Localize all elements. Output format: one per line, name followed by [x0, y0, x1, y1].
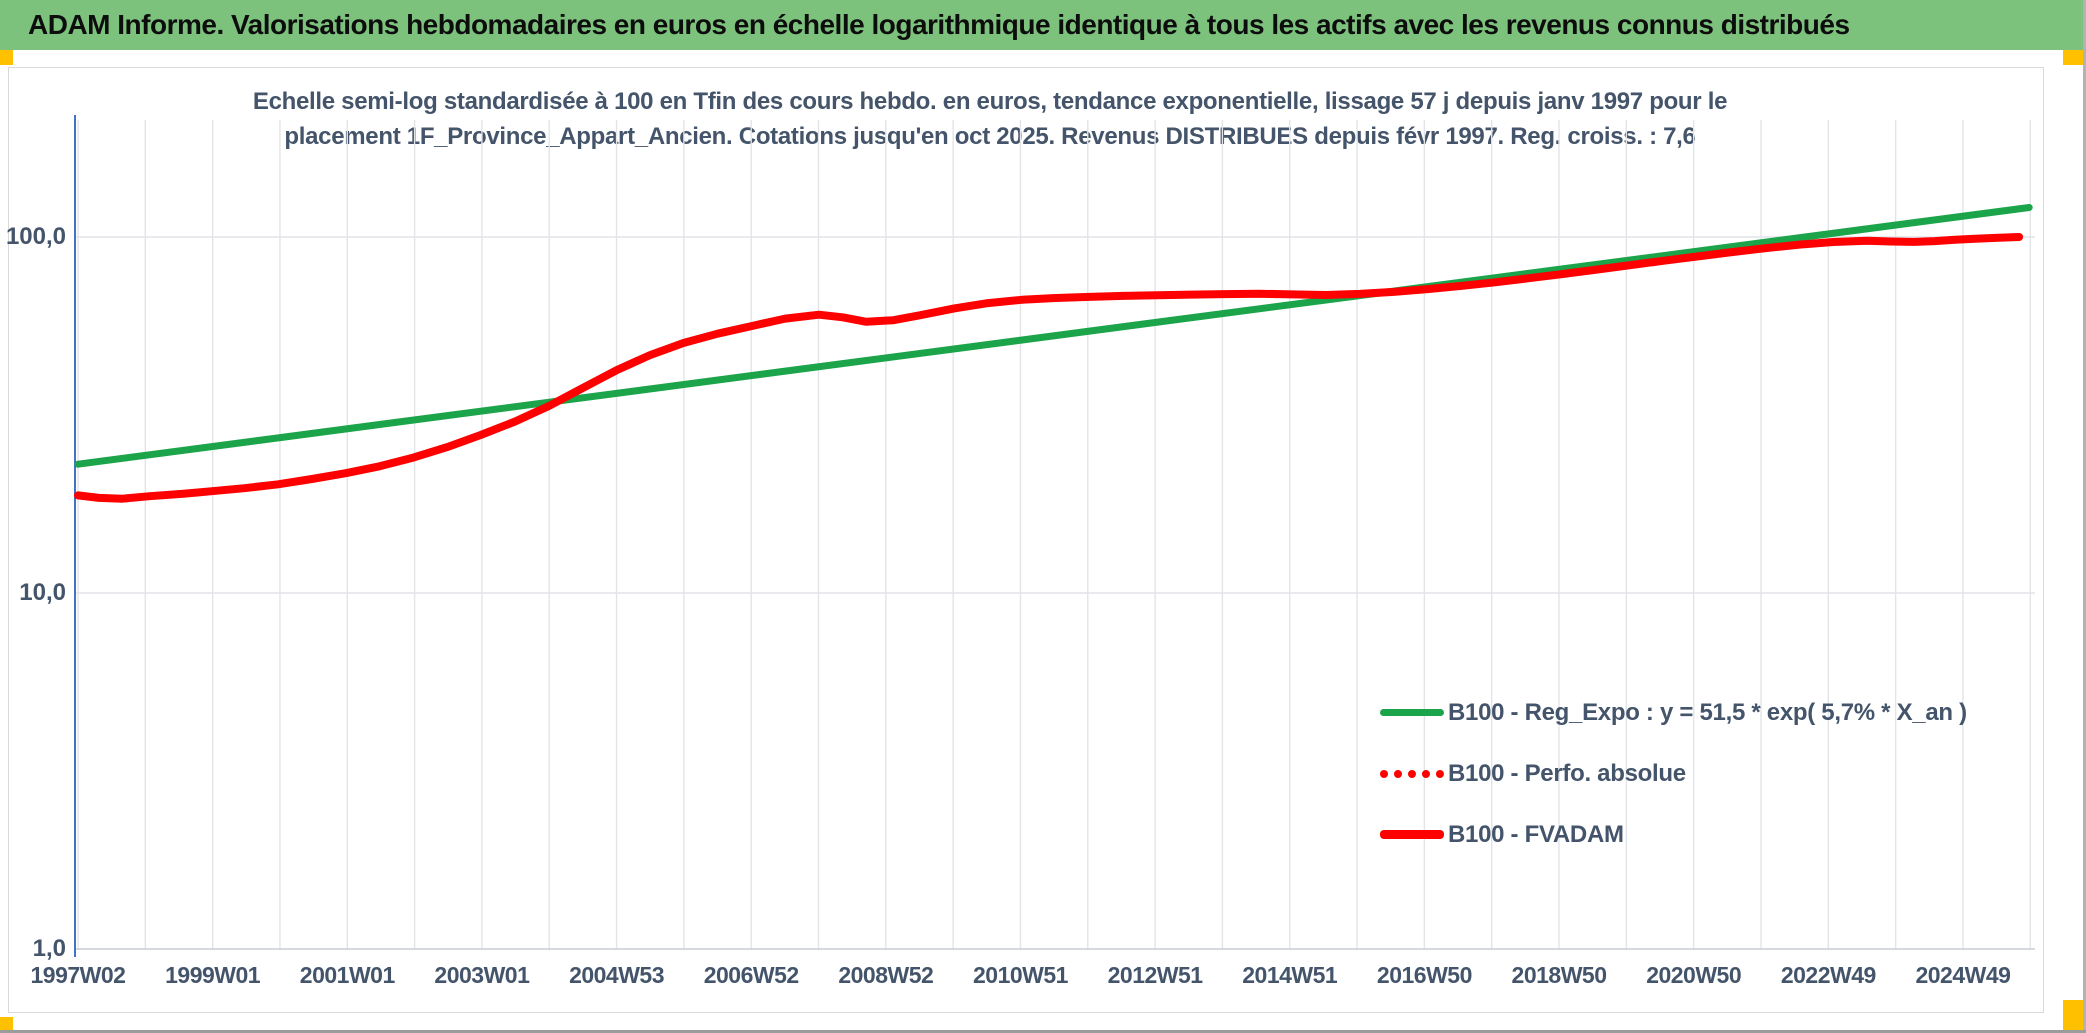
selection-handle-bottom-left[interactable]	[0, 1017, 13, 1031]
chart-title-line1: Echelle semi-log standardisée à 100 en T…	[252, 88, 1728, 115]
x-tick-label: 2016W50	[1376, 962, 1472, 988]
chart-title-line2: placement 1F_Province_Appart_Ancien. Cot…	[284, 123, 1696, 150]
selection-handle-top-left[interactable]	[0, 50, 13, 65]
legend-item-label: B100 - Perfo. absolue	[1448, 759, 1686, 787]
chart-title: Echelle semi-log standardisée à 100 en T…	[240, 84, 1740, 154]
x-tick-label: 2008W52	[838, 962, 934, 988]
legend-item-label: B100 - Reg_Expo : y = 51,5 * exp( 5,7% *…	[1448, 698, 1967, 726]
x-tick-label: 2020W50	[1646, 962, 1742, 988]
header-bar: ADAM Informe. Valorisations hebdomadaire…	[0, 0, 2086, 50]
header-title: ADAM Informe. Valorisations hebdomadaire…	[28, 9, 1850, 40]
legend-item-perfo-absolue[interactable]: B100 - Perfo. absolue	[1380, 743, 1967, 804]
x-tick-label: 1999W01	[165, 962, 261, 988]
window-right-edge	[2083, 0, 2086, 1033]
selection-handle-bottom-right[interactable]	[2063, 1000, 2083, 1031]
y-tick-label: 10,0	[19, 579, 66, 606]
y-tick-label: 1,0	[32, 935, 66, 962]
x-tick-label: 2012W51	[1107, 962, 1203, 988]
window-bottom-edge	[0, 1030, 2086, 1033]
legend-item-reg-expo[interactable]: B100 - Reg_Expo : y = 51,5 * exp( 5,7% *…	[1380, 682, 1967, 743]
x-tick-label: 2006W52	[703, 962, 799, 988]
x-tick-label: 2010W51	[972, 962, 1068, 988]
x-tick-label: 2014W51	[1242, 962, 1338, 988]
x-tick-label: 2018W50	[1511, 962, 1607, 988]
x-tick-label: 1997W02	[30, 962, 126, 988]
chart-legend: B100 - Reg_Expo : y = 51,5 * exp( 5,7% *…	[1380, 682, 1967, 865]
series-fvadam-line[interactable]	[74, 233, 2024, 503]
dotted-line-icon	[1380, 769, 1444, 778]
solid-line-icon	[1380, 830, 1444, 839]
x-tick-label: 2003W01	[434, 962, 530, 988]
x-tick-label: 2024W49	[1915, 962, 2011, 988]
x-tick-label: 2022W49	[1780, 962, 1876, 988]
series-reg-expo-line[interactable]	[74, 204, 2033, 468]
legend-item-fvadam[interactable]: B100 - FVADAM	[1380, 804, 1967, 865]
series-perfo-absolue-line[interactable]	[74, 233, 2023, 503]
legend-item-label: B100 - FVADAM	[1448, 820, 1624, 848]
x-tick-label: 2001W01	[299, 962, 395, 988]
y-tick-label: 100,0	[5, 223, 66, 250]
selection-handle-top-right[interactable]	[2063, 50, 2083, 65]
x-tick-label: 2004W53	[569, 962, 665, 988]
solid-line-icon	[1380, 709, 1444, 716]
